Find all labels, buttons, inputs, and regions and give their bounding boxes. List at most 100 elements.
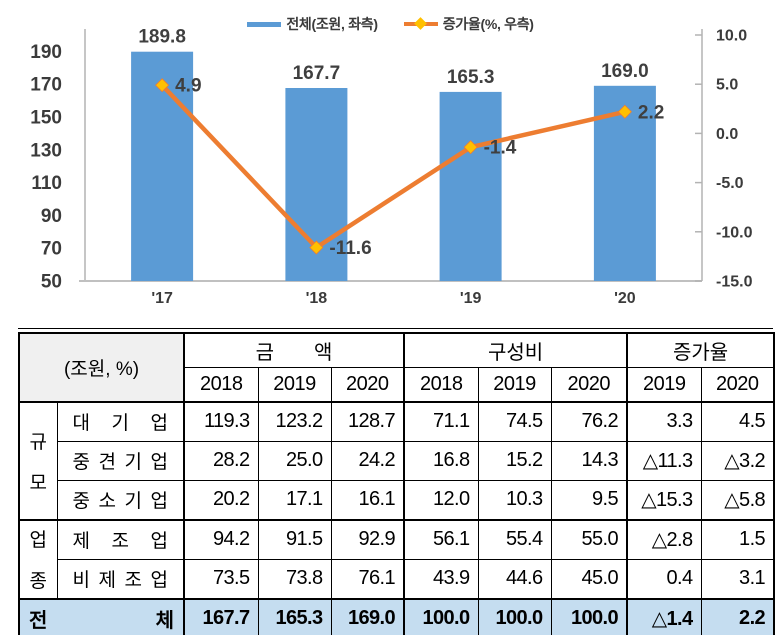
table-cell: 73.8	[257, 558, 332, 599]
table-cell: 10.3	[477, 479, 552, 521]
svg-text:0.0: 0.0	[716, 126, 738, 143]
table-cell: 128.7	[330, 401, 406, 442]
table-cell: 16.1	[330, 479, 406, 521]
year-header: 2020	[330, 366, 406, 403]
legend-label-growth: 증가율(%, 우측)	[442, 16, 534, 32]
unit-label-cell: (조원, %)	[18, 332, 186, 403]
svg-text:190: 190	[30, 42, 62, 63]
year-header: 2018	[183, 366, 259, 403]
table-cell: 45.0	[550, 558, 629, 599]
year-header: 2019	[477, 366, 552, 403]
svg-text:'20: '20	[614, 290, 636, 307]
svg-text:-5.0: -5.0	[716, 175, 744, 192]
table-cell: 24.2	[330, 440, 406, 481]
table-cell: 3.3	[626, 401, 702, 442]
svg-text:2.2: 2.2	[638, 102, 664, 123]
svg-text:-1.4: -1.4	[484, 138, 517, 159]
col-group-share: 구성비	[403, 332, 629, 368]
table-cell: 92.9	[330, 519, 406, 560]
svg-text:189.8: 189.8	[138, 27, 186, 48]
svg-text:'18: '18	[306, 290, 328, 307]
col-group-amount: 금 액	[183, 332, 406, 368]
svg-text:-11.6: -11.6	[329, 238, 371, 259]
data-table: (조원, %) 금 액 구성비 증가율 2018 2019 2020 2018 …	[18, 331, 776, 635]
table-cell: 15.2	[477, 440, 552, 481]
table-cell: 165.3	[257, 597, 332, 635]
table-cell: 20.2	[183, 479, 259, 521]
table-cell: 1.5	[700, 519, 775, 560]
svg-text:4.9: 4.9	[175, 76, 201, 97]
data-table-wrapper: (조원, %) 금 액 구성비 증가율 2018 2019 2020 2018 …	[18, 328, 776, 635]
year-header: 2019	[257, 366, 332, 403]
table-cell: 100.0	[477, 597, 552, 635]
table-cell: 123.2	[257, 401, 332, 442]
svg-text:90: 90	[41, 206, 62, 227]
svg-text:165.3: 165.3	[447, 67, 495, 88]
table-cell: 73.5	[183, 558, 259, 599]
table-cell: 76.2	[550, 401, 629, 442]
table-cell: 9.5	[550, 479, 629, 521]
table-cell: 25.0	[257, 440, 332, 481]
table-cell: 56.1	[403, 519, 479, 560]
svg-text:-15.0: -15.0	[716, 274, 753, 291]
table-cell: △15.3	[626, 479, 702, 521]
year-header: 2019	[626, 366, 702, 403]
table-cell: 119.3	[183, 401, 259, 442]
table-cell: 167.7	[183, 597, 259, 635]
table-cell: 2.2	[700, 597, 775, 635]
svg-text:-10.0: -10.0	[716, 224, 753, 241]
svg-text:5.0: 5.0	[716, 77, 738, 94]
table-cell: 4.5	[700, 401, 775, 442]
year-header: 2018	[403, 366, 479, 403]
table-cell: △5.8	[700, 479, 775, 521]
year-header: 2020	[700, 366, 775, 403]
legend-bar-swatch-icon	[247, 21, 282, 27]
table-cell: 74.5	[477, 401, 552, 442]
svg-text:150: 150	[30, 108, 62, 129]
legend-label-total: 전체(조원, 좌측)	[286, 16, 378, 32]
legend-item-growth: 증가율(%, 우측)	[403, 14, 534, 34]
table-cell: 12.0	[403, 479, 479, 521]
svg-text:10.0: 10.0	[716, 28, 747, 45]
table-cell: 14.3	[550, 440, 629, 481]
table-cell: 169.0	[330, 597, 406, 635]
table-cell: △1.4	[626, 597, 702, 635]
table-cell: 44.6	[477, 558, 552, 599]
chart-plot: 190 170 150 130 110 90 70 50 10.0 5.0 0.0 -5.0 -10.0…	[30, 27, 753, 307]
table-cell: 43.9	[403, 558, 479, 599]
legend-diamond-marker-icon	[413, 17, 427, 30]
table-cell: 100.0	[403, 597, 479, 635]
legend-line-swatch-icon	[403, 17, 438, 30]
table-cell: 100.0	[550, 597, 629, 635]
table-cell: 94.2	[183, 519, 259, 560]
table-cell: 16.8	[403, 440, 479, 481]
table-cell: 55.0	[550, 519, 629, 560]
svg-text:170: 170	[30, 75, 62, 96]
svg-text:130: 130	[30, 140, 62, 161]
table-cell: △2.8	[626, 519, 702, 560]
svg-text:70: 70	[41, 239, 62, 260]
svg-text:'17: '17	[151, 290, 173, 307]
year-header: 2020	[550, 366, 629, 403]
svg-text:'19: '19	[460, 290, 482, 307]
chart-legend: 전체(조원, 좌측) 증가율(%, 우측)	[0, 14, 781, 34]
table-cell: △3.2	[700, 440, 775, 481]
svg-text:50: 50	[41, 272, 62, 293]
table-cell: 0.4	[626, 558, 702, 599]
table-cell: 76.1	[330, 558, 406, 599]
svg-text:167.7: 167.7	[293, 63, 341, 84]
